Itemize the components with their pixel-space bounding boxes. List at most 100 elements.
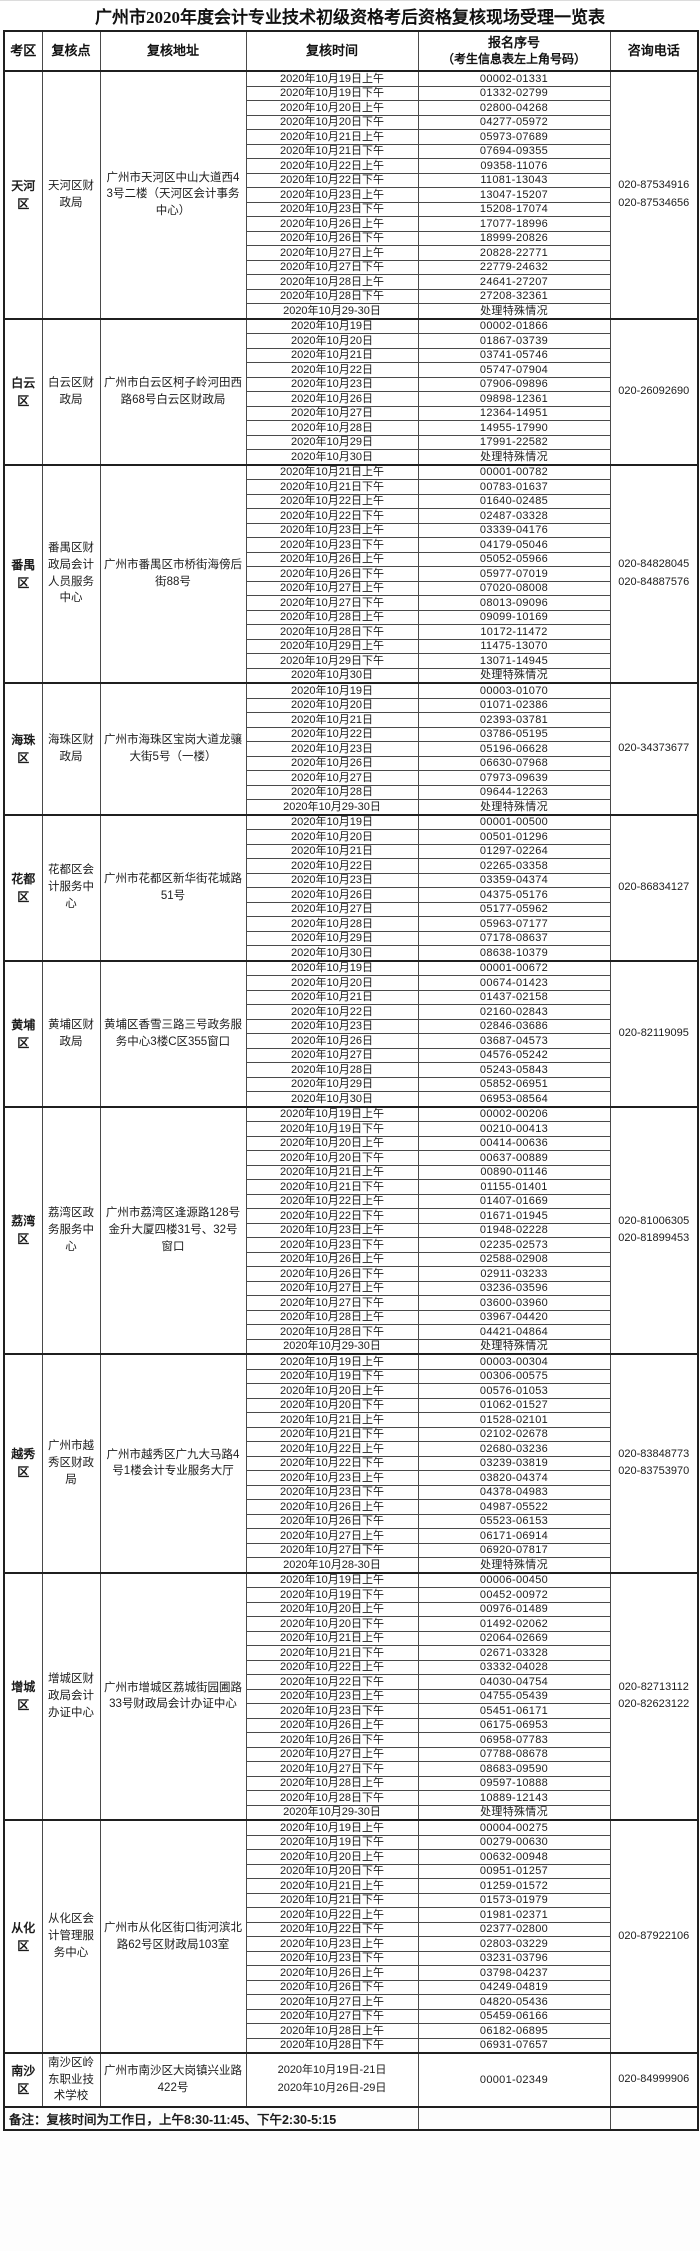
serial-cell: 03741-05746 [417,347,611,363]
schedule-row: 2020年10月27日上午 03236-03596 [4,1280,698,1296]
serial-cell: 05973-07689 [417,129,611,145]
serial-cell: 00632-00948 [417,1849,611,1865]
serial-cell: 处理特殊情况 [417,303,611,319]
serial-cell: 01528-02101 [417,1412,611,1428]
schedule-row: 2020年10月28日下午 27208-32361 [4,288,698,304]
column-header-5: 报名序号 （考生信息表左上角号码） [417,30,611,72]
time-cell: 2020年10月23日 [245,872,419,888]
district-section: 白云区 白云区财政局 广州市白云区柯子岭河田西路68号白云区财政局 2020年10月1… [3,318,699,465]
time-cell: 2020年10月23日上午 [245,522,419,538]
time-cell: 2020年10月23日 [245,1018,419,1034]
time-cell: 2020年10月19日下午 [245,1834,419,1850]
phone-cell: 020-87922106 [609,1819,699,2054]
time-cell: 2020年10月22日下午 [245,172,419,188]
district-section: 花都区 花都区会计服务中心 广州市花都区新华街花城路51号 2020年10月19日 00… [3,814,699,961]
serial-cell: 00306-00575 [417,1368,611,1384]
serial-cell: 14955-17990 [417,420,611,436]
time-cell: 2020年10月29-30日 [245,1338,419,1355]
time-cell: 2020年10月27日下午 [245,1295,419,1311]
point-cell: 从化区会计管理服务中心 [41,1819,101,2054]
time-cell: 2020年10月28日 [245,420,419,436]
serial-cell: 02102-02678 [417,1426,611,1442]
schedule-row: 增城区 增城区财政局会计办证中心 广州市增城区荔城街园圃路33号财政局会计办证中心 2… [3,1572,699,1821]
time-cell: 2020年10月22日上午 [245,1907,419,1923]
serial-cell: 06182-06895 [417,2023,611,2039]
schedule-row: 2020年10月20日下午 01492-02062 [4,1616,698,1632]
district-section: 黄埔区 黄埔区财政局 黄埔区香雪三路三号政务服务中心3楼C区355窗口 2020年10… [3,960,699,1107]
schedule-row: 2020年10月21日下午 07694-09355 [4,143,698,159]
time-cell: 2020年10月22日 [245,858,419,874]
time-cell: 2020年10月19日上午 [245,1819,419,1836]
schedule-row: 2020年10月20日 00501-01296 [4,829,698,845]
serial-cell: 05177-05962 [417,901,611,917]
serial-cell: 00452-00972 [417,1587,611,1603]
schedule-row: 2020年10月23日下午 05451-06171 [4,1703,698,1719]
phone-cell: 020-84828045 020-84887576 [609,464,699,684]
schedule-row: 2020年10月22日上午 01640-02485 [4,493,698,509]
serial-cell: 处理特殊情况 [417,449,611,465]
time-cell: 2020年10月22日上午 [245,1193,419,1209]
schedule-row: 2020年10月22日下午 04030-04754 [4,1674,698,1690]
time-cell: 2020年10月27日 [245,1047,419,1063]
time-cell: 2020年10月19日上午 [245,1572,419,1588]
time-cell: 2020年10月22日下午 [245,508,419,524]
serial-cell: 05196-06628 [417,741,611,757]
serial-cell: 01640-02485 [417,493,611,509]
time-cell: 2020年10月23日下午 [245,1484,419,1500]
time-cell: 2020年10月27日上午 [245,1746,419,1762]
schedule-row: 2020年10月20日上午 00414-00636 [4,1135,698,1151]
time-cell: 2020年10月27日上午 [245,1528,419,1544]
time-cell: 2020年10月19日下午 [245,1368,419,1384]
serial-cell: 17077-18996 [417,216,611,232]
time-cell: 2020年10月29-30日 [245,799,419,815]
time-cell: 2020年10月26日上午 [245,1965,419,1981]
time-cell: 2020年10月22日 [245,362,419,378]
serial-cell: 03820-04374 [417,1470,611,1486]
serial-cell: 05747-07904 [417,362,611,378]
header-row: 考区 复核点 复核地址 复核时间 报名序号 （考生信息表左上角号码） 咨询电话 [3,30,699,72]
time-cell: 2020年10月21日 [245,843,419,859]
serial-cell: 03798-04237 [417,1965,611,1981]
schedule-row: 2020年10月26日下午 18999-20826 [4,230,698,246]
serial-cell: 00674-01423 [417,975,611,991]
time-cell: 2020年10月21日下午 [245,479,419,495]
footer-empty-serial-cell [417,2106,611,2131]
serial-cell: 01867-03739 [417,333,611,349]
time-cell: 2020年10月22日 [245,726,419,742]
area-cell: 从化区 [3,1819,43,2054]
time-cell: 2020年10月27日上午 [245,580,419,596]
serial-cell: 00002-01866 [417,318,611,334]
time-cell: 2020年10月22日上午 [245,1659,419,1675]
phone-cell: 020-26092690 [609,318,699,465]
serial-cell: 00210-00413 [417,1121,611,1137]
time-cell: 2020年10月22日下午 [245,1455,419,1471]
area-cell: 花都区 [3,814,43,961]
area-cell: 越秀区 [3,1353,43,1573]
time-cell: 2020年10月29日下午 [245,653,419,669]
schedule-row: 2020年10月21日下午 01573-01979 [4,1892,698,1908]
serial-cell: 04820-05436 [417,1994,611,2010]
address-cell: 广州市从化区街口街河滨北路62号区财政局103室 [99,1819,247,2054]
time-cell: 2020年10月19日上午 [245,70,419,87]
district-section: 越秀区 广州市越秀区财政局 广州市越秀区广九大马路4号1楼会计专业服务大厅 2020年… [3,1353,699,1573]
schedule-row: 海珠区 海珠区财政局 广州市海珠区宝岗大道龙骧大街5号（一楼） 2020年10月19日… [3,682,699,815]
serial-cell: 02487-03328 [417,508,611,524]
district-section: 天河区 天河区财政局 广州市天河区中山大道西43号二楼（天河区会计事务中心） 2020… [3,70,699,319]
serial-cell: 02846-03686 [417,1018,611,1034]
time-cell: 2020年10月21日上午 [245,1164,419,1180]
schedule-row: 2020年10月21日 01297-02264 [4,843,698,859]
time-cell: 2020年10月26日上午 [245,551,419,567]
serial-cell: 00976-01489 [417,1601,611,1617]
schedule-row: 2020年10月20日下午 01062-01527 [4,1397,698,1413]
phone-cell: 020-81006305 020-81899453 [609,1106,699,1355]
serial-cell: 09644-12263 [417,784,611,800]
time-cell: 2020年10月20日上午 [245,1135,419,1151]
serial-cell: 05852-06951 [417,1076,611,1092]
time-cell: 2020年10月28日下午 [245,624,419,640]
time-cell: 2020年10月27日下午 [245,1761,419,1777]
schedule-row: 2020年10月22日上午 09358-11076 [4,158,698,174]
time-cell: 2020年10月28日 [245,784,419,800]
phone-cell: 020-87534916 020-87534656 [609,70,699,319]
schedule-row: 2020年10月30日 处理特殊情况 [4,667,698,684]
time-cell: 2020年10月20日上午 [245,100,419,116]
